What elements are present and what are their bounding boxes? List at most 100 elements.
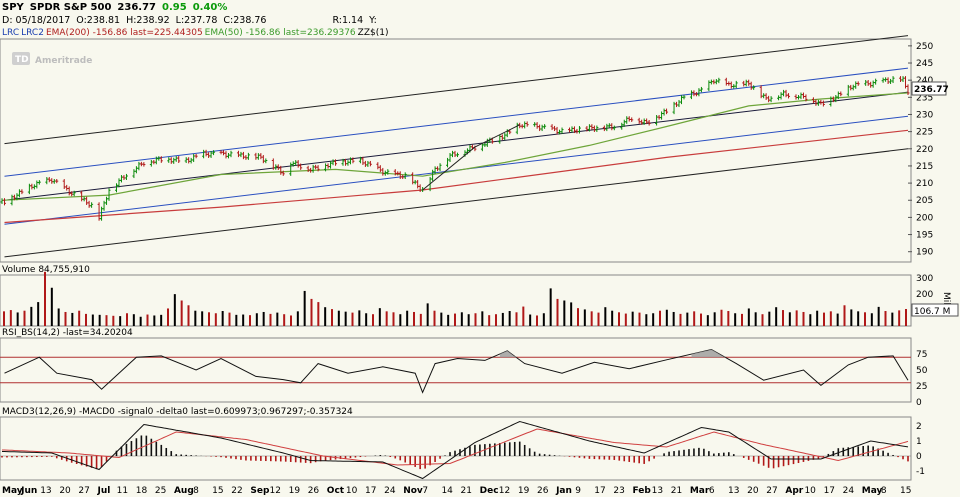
macd-histogram-bar <box>404 456 407 463</box>
volume-bar <box>105 315 108 326</box>
macd-histogram-bar <box>757 456 760 464</box>
macd-histogram-bar <box>190 455 192 456</box>
macd-histogram-bar <box>797 456 800 464</box>
x-axis-label: 21 <box>461 486 472 496</box>
price-axis-label: 245 <box>916 59 933 69</box>
x-axis-label: 6 <box>709 486 715 496</box>
macd-histogram-bar <box>120 446 123 456</box>
macd-histogram-bar <box>513 441 516 456</box>
x-axis-label: Jul <box>97 486 111 496</box>
macd-histogram-bar <box>583 456 586 459</box>
watermark-text: Ameritrade <box>35 56 92 66</box>
macd-histogram-bar <box>623 456 626 462</box>
macd-histogram-bar <box>618 456 621 461</box>
volume-bar <box>324 307 327 326</box>
volume-bar <box>891 312 894 326</box>
macd-histogram-bar <box>41 456 43 457</box>
volume-bar <box>659 310 661 326</box>
price-last-box <box>911 81 947 96</box>
macd-histogram-bar <box>185 454 187 456</box>
volume-bar <box>344 311 347 326</box>
volume-bar <box>768 311 771 326</box>
x-axis-label: 7 <box>422 486 428 496</box>
rsi-axis-label: 25 <box>916 382 927 392</box>
macd-axis-label: -1 <box>916 467 925 477</box>
watermark-badge-icon <box>12 52 30 65</box>
macd-histogram-bar <box>543 454 546 456</box>
volume-bar <box>823 312 825 326</box>
macd-histogram-bar <box>100 456 103 468</box>
zigzag-legend[interactable]: ZZ$(1) <box>357 28 389 38</box>
price-panel-frame <box>0 38 912 263</box>
ema50-legend[interactable]: EMA(50) -156.86 last=236.29376 <box>204 28 356 38</box>
lrc-legend[interactable]: LRC <box>2 28 20 38</box>
volume-bar <box>884 311 887 326</box>
macd-histogram-bar <box>245 456 247 461</box>
volume-bar <box>905 308 907 326</box>
macd-histogram-bar <box>250 456 252 461</box>
macd-histogram-bar <box>135 438 138 456</box>
macd-histogram-bar <box>439 456 441 459</box>
volume-bar <box>754 312 757 326</box>
symbol-name: SPDR S&P 500 <box>29 2 112 13</box>
x-axis-label: 20 <box>59 486 71 496</box>
price-axis-label: 250 <box>916 42 933 52</box>
macd-histogram-bar <box>324 456 327 461</box>
ohlc-readout: D: 05/18/2017 O:238.81 H:238.92 L:237.78 C:2… <box>2 15 383 27</box>
macd-histogram-bar <box>210 456 212 457</box>
symbol: SPY <box>2 2 24 13</box>
high-readout: H:238.92 <box>126 15 170 26</box>
volume-bar <box>481 311 484 326</box>
lrc2-legend[interactable]: LRC2 <box>21 28 44 38</box>
macd-histogram-bar <box>255 456 257 461</box>
volume-bar <box>454 313 456 326</box>
volume-bar <box>508 311 511 326</box>
macd-histogram-bar <box>683 449 685 456</box>
volume-bar <box>843 305 846 326</box>
macd-histogram-bar <box>349 456 352 459</box>
volume-bar <box>296 311 299 326</box>
volume-bar <box>857 311 860 326</box>
volume-bar <box>836 313 839 326</box>
open-readout: O:238.81 <box>76 15 121 26</box>
macd-histogram-bar <box>220 456 222 458</box>
broker-watermark: TD Ameritrade <box>12 52 92 66</box>
macd-histogram-bar <box>60 456 63 460</box>
macd-histogram-bar <box>633 456 636 463</box>
macd-histogram-bar <box>70 456 73 463</box>
volume-bar <box>460 312 463 326</box>
macd-line <box>2 420 909 480</box>
macd-histogram-bar <box>50 456 53 457</box>
macd-histogram-bar <box>842 447 845 456</box>
volume-bar <box>419 313 422 326</box>
macd-histogram-bar <box>503 442 506 456</box>
macd-axis-label: 1 <box>916 437 922 447</box>
volume-bar <box>447 314 450 326</box>
macd-histogram-bar <box>359 456 362 458</box>
x-axis-label: 26 <box>308 486 320 496</box>
macd-histogram-bar <box>693 448 695 456</box>
last-price: 236.77 <box>117 2 156 13</box>
low-readout: L:237.78 <box>175 15 218 26</box>
macd-histogram-bar <box>727 452 730 456</box>
volume-bar <box>802 311 805 326</box>
macd-histogram-bar <box>772 456 775 469</box>
ema200-legend[interactable]: EMA(200) -156.86 last=225.44305 <box>45 28 203 38</box>
price-change-pct: 0.40% <box>192 2 228 13</box>
watermark-badge-text: TD <box>15 55 29 65</box>
macd-histogram-bar <box>494 443 496 456</box>
macd-histogram-bar <box>240 456 242 460</box>
price-axis-label: 240 <box>916 76 933 86</box>
date-readout: D: 05/18/2017 <box>2 15 71 26</box>
x-axis-label: 12 <box>499 486 510 496</box>
volume-bar <box>816 310 819 326</box>
lrc-upper-inner-line <box>4 67 909 177</box>
macd-histogram-bar <box>140 435 143 456</box>
volume-bar <box>194 310 197 326</box>
volume-bar <box>9 310 12 326</box>
macd-histogram-bar <box>608 456 611 460</box>
macd-histogram-bar <box>548 454 551 456</box>
volume-bar <box>679 313 682 326</box>
x-axis-label: 18 <box>136 486 148 496</box>
